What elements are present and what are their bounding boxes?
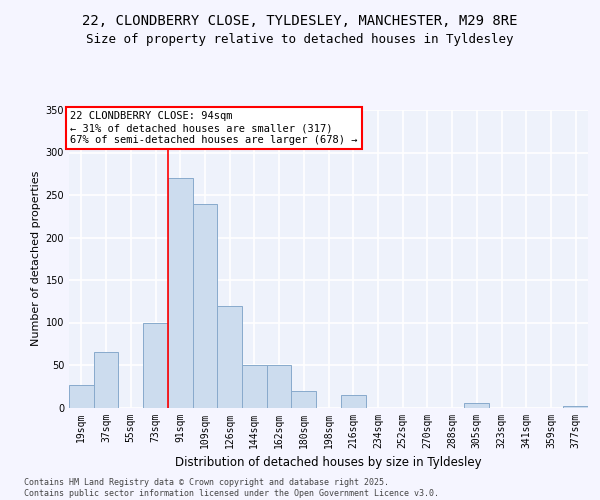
Bar	[563, 406, 588, 407]
Text: Contains HM Land Registry data © Crown copyright and database right 2025.
Contai: Contains HM Land Registry data © Crown c…	[24, 478, 439, 498]
Bar	[143, 322, 168, 408]
Text: Size of property relative to detached houses in Tyldesley: Size of property relative to detached ho…	[86, 32, 514, 46]
Bar	[267, 365, 292, 408]
Text: 22, CLONDBERRY CLOSE, TYLDESLEY, MANCHESTER, M29 8RE: 22, CLONDBERRY CLOSE, TYLDESLEY, MANCHES…	[82, 14, 518, 28]
Bar	[242, 365, 267, 408]
Bar	[94, 352, 118, 408]
Bar	[217, 306, 242, 408]
Bar	[193, 204, 217, 408]
Bar	[168, 178, 193, 408]
Bar	[464, 403, 489, 407]
Y-axis label: Number of detached properties: Number of detached properties	[31, 171, 41, 346]
X-axis label: Distribution of detached houses by size in Tyldesley: Distribution of detached houses by size …	[175, 456, 482, 469]
Bar	[341, 395, 365, 407]
Bar	[69, 384, 94, 407]
Bar	[292, 390, 316, 407]
Text: 22 CLONDBERRY CLOSE: 94sqm
← 31% of detached houses are smaller (317)
67% of sem: 22 CLONDBERRY CLOSE: 94sqm ← 31% of deta…	[70, 112, 358, 144]
